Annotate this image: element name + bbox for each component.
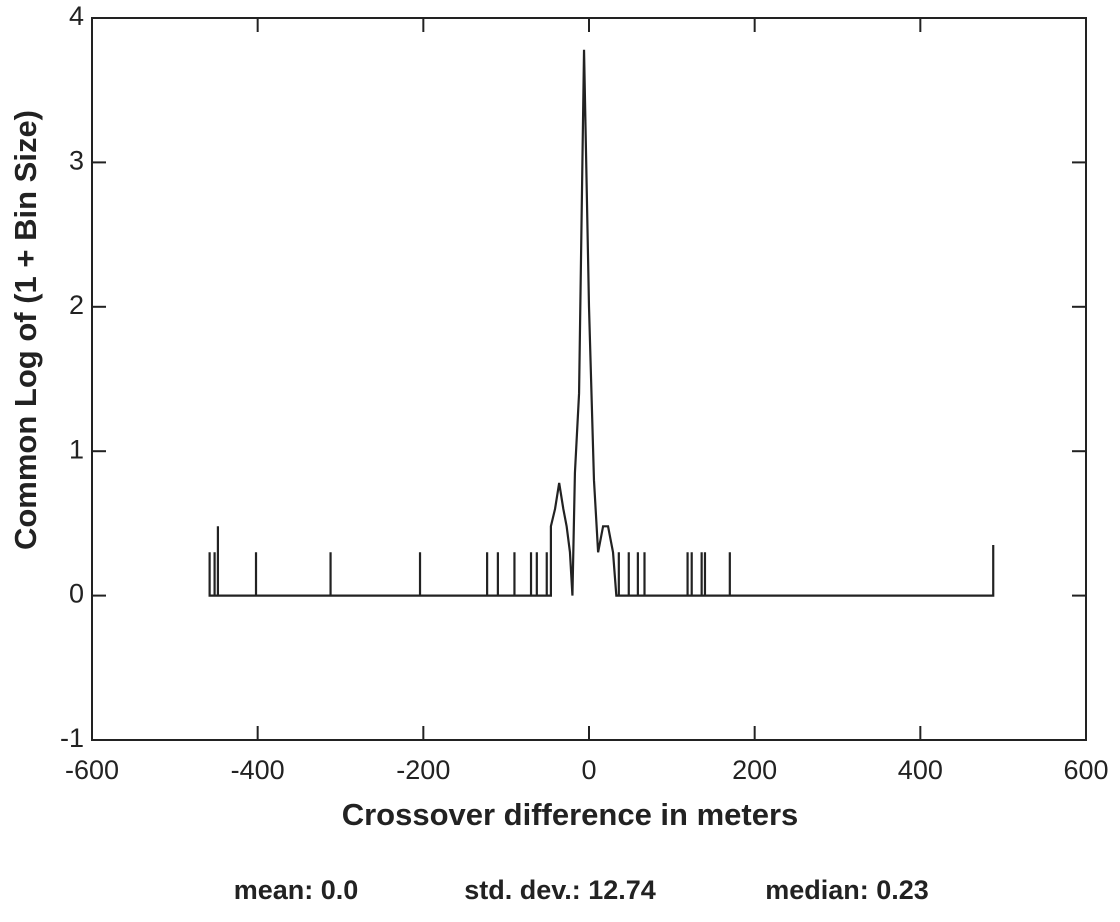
y-tick-label: 3 (69, 146, 84, 176)
y-tick-label: 2 (69, 290, 84, 320)
x-tick-label: -200 (396, 755, 450, 785)
y-axis-label: Common Log of (1 + Bin Size) (8, 110, 43, 550)
stat-mean: mean: 0.0 (234, 875, 359, 905)
x-tick-label: 400 (898, 755, 943, 785)
data-line (208, 49, 995, 597)
y-tick-label: 4 (69, 1, 84, 31)
stat-std: std. dev.: 12.74 (464, 875, 656, 905)
y-tick-label: 1 (69, 434, 84, 464)
plot-frame (91, 17, 1087, 741)
x-tick-label: -600 (65, 755, 119, 785)
x-tick-label: 0 (581, 755, 596, 785)
y-tick-label: -1 (60, 723, 84, 753)
x-tick-label: 600 (1063, 755, 1108, 785)
x-axis-label: Crossover difference in meters (342, 797, 799, 832)
stat-median: median: 0.23 (765, 875, 929, 905)
y-tick-label: 0 (69, 579, 84, 609)
x-tick-label: 200 (732, 755, 777, 785)
x-tick-label: -400 (231, 755, 285, 785)
